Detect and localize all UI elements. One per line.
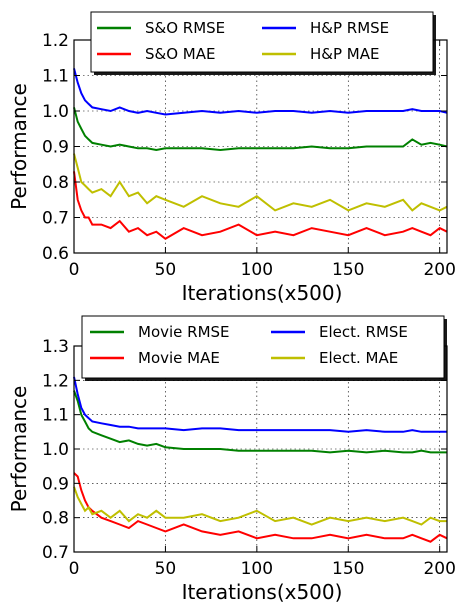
x-tick-label: 50 [155,260,177,280]
x-tick-label: 100 [241,260,273,280]
legend-label: H&P MAE [310,45,379,63]
legend-label: Movie MAE [138,349,220,367]
x-tick-label: 100 [241,559,273,579]
y-tick-label: 0.7 [42,543,69,563]
legend: Movie RMSE Movie MAE Elect. RMSE Elect. MAE [81,315,447,381]
series-line-movie-rmse [73,390,447,454]
legend-box [81,315,445,379]
legend: S&O RMSE S&O MAE H&P RMSE H&P MAE [90,11,436,75]
y-tick-label: 1.1 [42,67,69,87]
legend-label: Elect. MAE [319,349,398,367]
series-line-s-o-mae [73,171,448,241]
y-tick-label: 1.1 [42,406,69,426]
y-tick-label: 0.9 [42,138,69,158]
series-line-movie-mae [73,472,448,543]
x-axis-label: Iterations(x500) [182,580,343,604]
series-line-h-p-rmse [73,68,448,116]
x-tick-label: 0 [69,559,80,579]
y-tick-label: 1.3 [42,337,69,357]
chart-panel-1: 0.6 0.7 0.8 0.9 1.0 1.1 1.2 0 50 100 150 200 Iterati… [7,11,456,305]
y-tick-label: 1.0 [42,440,69,460]
x-tick-label: 150 [332,260,364,280]
legend-label: S&O RMSE [145,19,225,37]
series-line-elect-mae [73,486,447,526]
chart-panel-2: 0.7 0.8 0.9 1.0 1.1 1.2 1.3 0 50 100 150 200 Iterati… [7,315,456,604]
series-line-elect-rmse [73,376,447,433]
y-tick-label: 1.0 [42,102,69,122]
y-tick-label: 1.2 [42,371,69,391]
x-tick-label: 200 [423,559,455,579]
x-tick-label: 50 [155,559,177,579]
y-tick-label: 0.6 [42,244,69,264]
series-line-h-p-mae [73,153,448,212]
y-tick-label: 0.7 [42,209,69,229]
y-tick-label: 0.9 [42,474,69,494]
x-axis-label: Iterations(x500) [182,281,343,305]
y-tick-label: 0.8 [42,173,69,193]
y-tick-label: 1.2 [42,31,69,51]
legend-label: Elect. RMSE [319,323,408,341]
x-tick-label: 150 [332,559,364,579]
y-axis-label: Performance [7,83,31,210]
x-tick-label: 0 [69,260,80,280]
y-axis-label: Performance [7,386,31,513]
legend-label: S&O MAE [145,45,215,63]
y-tick-label: 0.8 [42,509,69,529]
legend-box [90,11,434,73]
series-line-s-o-rmse [73,107,448,152]
legend-label: H&P RMSE [310,19,389,37]
legend-label: Movie RMSE [138,323,230,341]
x-tick-label: 200 [423,260,455,280]
